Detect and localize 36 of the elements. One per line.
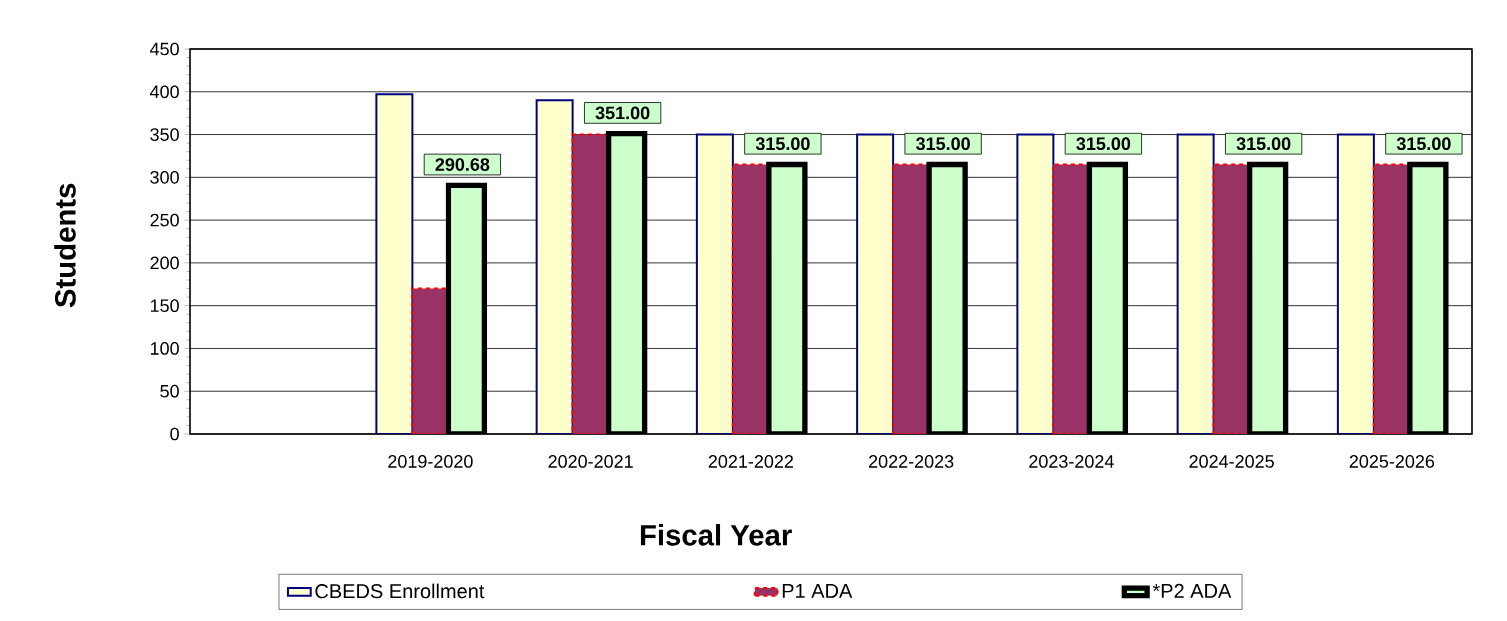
bar: [856, 133, 895, 434]
data-label: 315.00: [1076, 137, 1131, 151]
x-axis-title: Fiscal Year: [640, 524, 792, 546]
y-tick-label: 300: [150, 170, 179, 184]
y-tick-label: 250: [150, 213, 179, 227]
x-tick-label: 2023-2024: [1029, 455, 1114, 468]
x-tick-label: 2022-2023: [868, 455, 954, 468]
x-tick-label: 2019-2020: [388, 455, 473, 468]
y-tick-label: 200: [150, 256, 179, 270]
bar: [1336, 133, 1375, 434]
x-tick-label: 2020-2021: [548, 455, 633, 468]
data-label: 315.00: [1236, 137, 1291, 151]
y-tick-label: 150: [150, 299, 179, 313]
y-tick-label: 0: [170, 427, 179, 441]
legend-label: *P2 ADA: [1152, 583, 1232, 598]
bar: [1016, 133, 1055, 434]
y-tick-label: 50: [160, 384, 179, 398]
data-label: 315.00: [916, 137, 970, 151]
data-label: 351.00: [595, 106, 650, 120]
y-axis-title: Students: [54, 183, 76, 308]
x-tick-label: 2024-2025: [1189, 455, 1274, 468]
legend-label: CBEDS Enrollment: [315, 583, 485, 599]
bar: [1176, 133, 1215, 434]
bar: [375, 93, 414, 434]
legend-label: P1 ADA: [782, 583, 853, 598]
data-label: 315.00: [755, 137, 810, 151]
y-tick-label: 350: [150, 128, 179, 141]
data-label: 315.00: [1396, 137, 1451, 151]
y-tick-label: 400: [150, 85, 179, 99]
data-label: 290.68: [435, 158, 490, 171]
y-tick-label: 100: [150, 342, 179, 355]
x-tick-label: 2025-2026: [1349, 455, 1435, 468]
bar: [695, 133, 734, 434]
bar: [535, 99, 574, 434]
x-tick-label: 2021-2022: [708, 455, 794, 468]
y-tick-label: 450: [150, 42, 179, 56]
